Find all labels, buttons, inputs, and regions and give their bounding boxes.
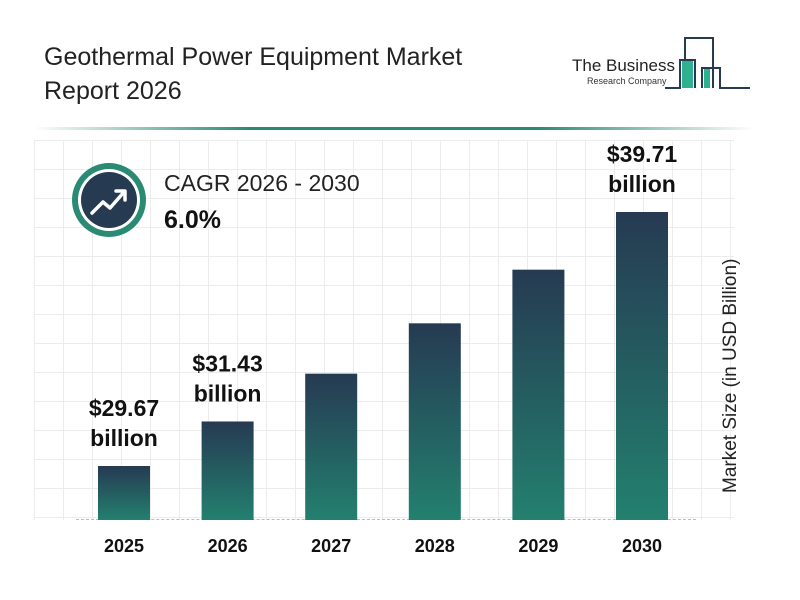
x-axis-baseline: [76, 519, 696, 521]
x-tick-label: 2027: [311, 536, 351, 556]
cagr-badge: [72, 163, 146, 237]
bar-2028: [408, 323, 461, 520]
company-logo: The Business Research Company: [570, 36, 755, 92]
x-tick-label: 2028: [415, 536, 455, 556]
data-label-unit: billion: [194, 380, 262, 406]
data-label-value: $31.43: [192, 350, 262, 376]
header-divider: [34, 127, 754, 130]
cagr-label: CAGR 2026 - 2030: [164, 170, 360, 196]
bar-2026: [201, 421, 254, 520]
bar-2030: [616, 212, 668, 520]
page-title: Geothermal Power Equipment Market Report…: [44, 43, 463, 105]
logo-text: The Business: [572, 56, 675, 75]
data-label-value: $39.71: [607, 141, 678, 167]
trending-up-icon: [90, 189, 127, 215]
x-tick-label: 2030: [622, 536, 662, 556]
x-tick-label: 2029: [518, 536, 558, 556]
logo-buildings-icon: [665, 37, 750, 89]
data-label-unit: billion: [90, 425, 158, 451]
bar-2025: [98, 466, 150, 520]
logo-subtext: Research Company: [587, 76, 667, 86]
cagr-value: 6.0%: [164, 206, 221, 234]
data-label-unit: billion: [608, 171, 676, 197]
x-tick-label: 2026: [208, 536, 248, 556]
bar-2027: [305, 373, 358, 520]
data-label-value: $29.67: [89, 395, 159, 421]
y-axis-label: Market Size (in USD Billion): [720, 258, 741, 493]
x-tick-label: 2025: [104, 536, 144, 556]
bar-2029: [512, 269, 565, 520]
